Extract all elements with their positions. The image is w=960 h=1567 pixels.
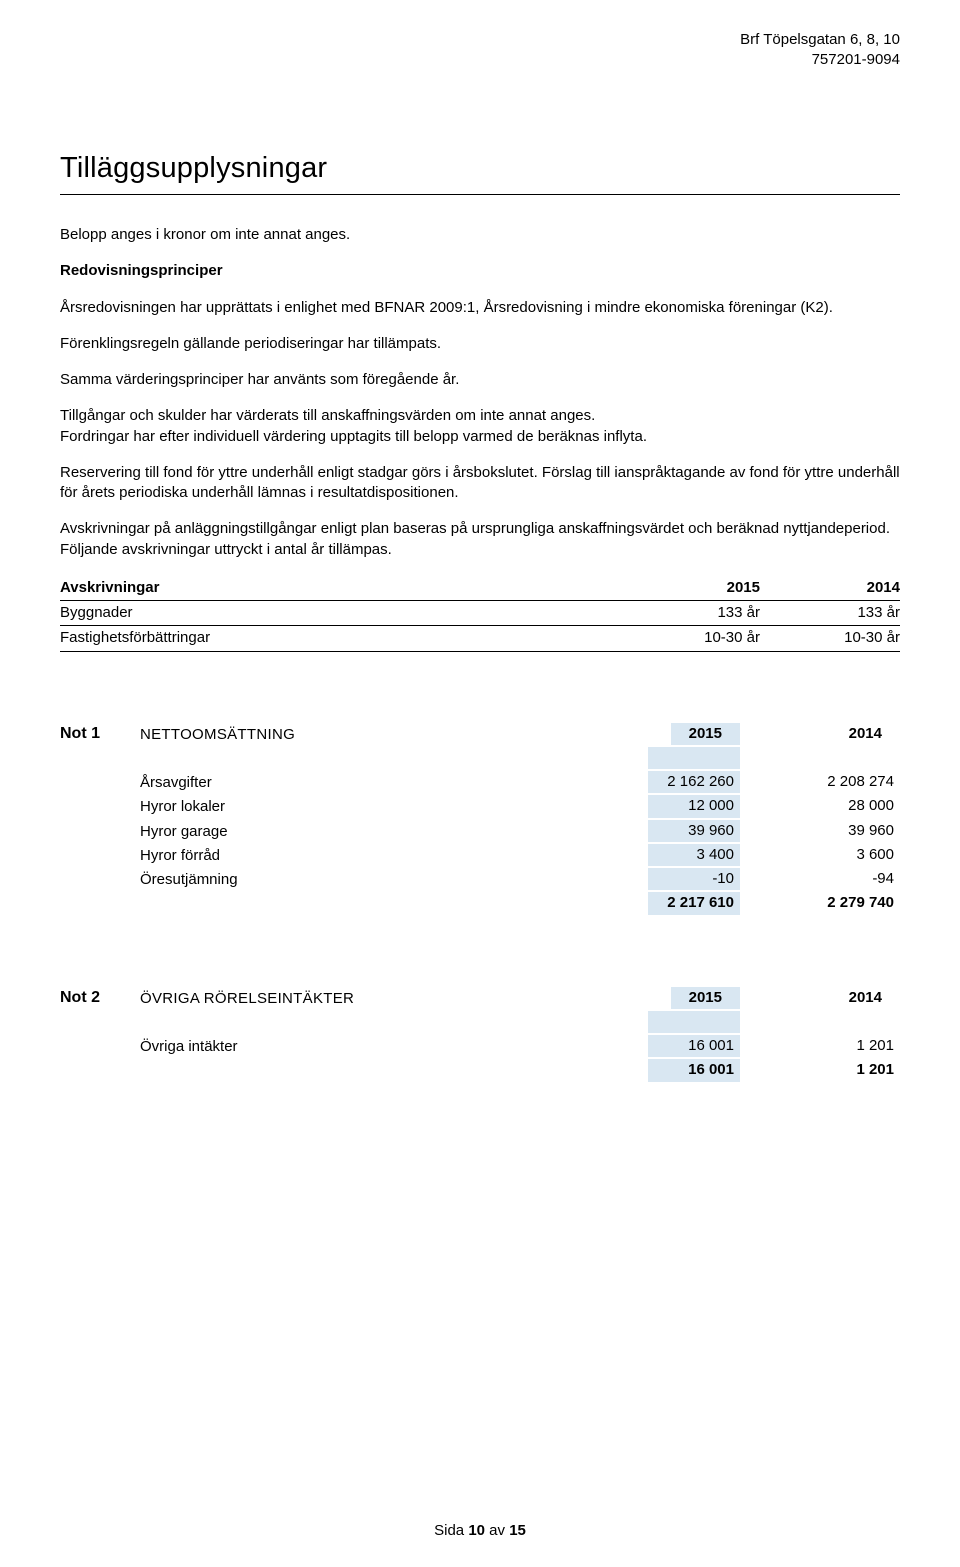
sum-y2: 1 201 [740, 1058, 900, 1082]
av-row-y2: 133 år [760, 601, 900, 626]
av-row-y1: 10-30 år [620, 626, 760, 651]
body-p6: Avskrivningar på anläggningstillgångar e… [60, 519, 900, 560]
row-y1: 3 400 [580, 843, 740, 867]
note-1: Not 1 NETTOOMSÄTTNING 2015 2014 Årsavgif… [60, 722, 900, 916]
row-y1: 12 000 [580, 794, 740, 818]
sum-y2: 2 279 740 [740, 891, 900, 915]
row-y1: 2 162 260 [580, 770, 740, 794]
body-p4a: Tillgångar och skulder har värderats til… [60, 406, 900, 426]
note2-label: Not 2 [60, 986, 140, 1010]
av-row-label: Byggnader [60, 601, 620, 626]
av-row-label: Fastighetsförbättringar [60, 626, 620, 651]
row-label: Övriga intäkter [140, 1034, 580, 1058]
row-y2: -94 [740, 867, 900, 891]
row-y2: 3 600 [740, 843, 900, 867]
sum-y1: 16 001 [580, 1058, 740, 1082]
table-row: Hyror förråd 3 400 3 600 [60, 843, 900, 867]
note2-year1: 2015 [580, 986, 740, 1010]
row-label: Hyror förråd [140, 843, 580, 867]
page-footer: Sida 10 av 15 [0, 1521, 960, 1541]
note2-year2: 2014 [740, 986, 900, 1010]
av-heading: Avskrivningar [60, 576, 620, 601]
note1-year2: 2014 [740, 722, 900, 746]
sum-row: 2 217 610 2 279 740 [60, 891, 900, 915]
row-y1: 16 001 [580, 1034, 740, 1058]
body-p3: Samma värderingsprinciper har använts so… [60, 370, 900, 390]
table-row: Öresutjämning -10 -94 [60, 867, 900, 891]
av-year1: 2015 [620, 576, 760, 601]
avskrivningar-table: Avskrivningar 2015 2014 Byggnader 133 år… [60, 576, 900, 652]
page-header: Brf Töpelsgatan 6, 8, 10 757201-9094 [60, 30, 900, 69]
table-row: Övriga intäkter 16 001 1 201 [60, 1034, 900, 1058]
page: Brf Töpelsgatan 6, 8, 10 757201-9094 Til… [0, 0, 960, 1567]
note1-year1: 2015 [580, 722, 740, 746]
row-label: Hyror lokaler [140, 794, 580, 818]
body-p4b: Fordringar har efter individuell värderi… [60, 427, 900, 447]
row-label: Öresutjämning [140, 867, 580, 891]
body-p1: Årsredovisningen har upprättats i enligh… [60, 298, 900, 318]
org-name: Brf Töpelsgatan 6, 8, 10 [60, 30, 900, 50]
table-row: Hyror lokaler 12 000 28 000 [60, 794, 900, 818]
row-y2: 39 960 [740, 819, 900, 843]
footer-page-total: 15 [509, 1522, 526, 1539]
note1-title: NETTOOMSÄTTNING [140, 722, 580, 746]
footer-mid: av [485, 1522, 509, 1539]
row-label: Årsavgifter [140, 770, 580, 794]
intro-text: Belopp anges i kronor om inte annat ange… [60, 225, 900, 245]
note2-title: ÖVRIGA RÖRELSEINTÄKTER [140, 986, 580, 1010]
row-y1: 39 960 [580, 819, 740, 843]
av-year2: 2014 [760, 576, 900, 601]
body-p2: Förenklingsregeln gällande periodisering… [60, 334, 900, 354]
table-row: Hyror garage 39 960 39 960 [60, 819, 900, 843]
table-row: Årsavgifter 2 162 260 2 208 274 [60, 770, 900, 794]
sum-y1: 2 217 610 [580, 891, 740, 915]
row-y2: 1 201 [740, 1034, 900, 1058]
section-heading: Redovisningsprinciper [60, 261, 900, 281]
sum-row: 16 001 1 201 [60, 1058, 900, 1082]
note1-label: Not 1 [60, 722, 140, 746]
org-number: 757201-9094 [60, 50, 900, 70]
av-row: Fastighetsförbättringar 10-30 år 10-30 å… [60, 626, 900, 651]
av-row-y1: 133 år [620, 601, 760, 626]
av-row: Byggnader 133 år 133 år [60, 601, 900, 626]
row-y2: 28 000 [740, 794, 900, 818]
note-2: Not 2 ÖVRIGA RÖRELSEINTÄKTER 2015 2014 Ö… [60, 986, 900, 1083]
av-row-y2: 10-30 år [760, 626, 900, 651]
row-y2: 2 208 274 [740, 770, 900, 794]
page-title: Tilläggsupplysningar [60, 149, 900, 188]
footer-page-num: 10 [468, 1522, 485, 1539]
title-rule [60, 194, 900, 195]
row-y1: -10 [580, 867, 740, 891]
footer-pre: Sida [434, 1522, 468, 1539]
body-p5: Reservering till fond för yttre underhål… [60, 463, 900, 504]
row-label: Hyror garage [140, 819, 580, 843]
